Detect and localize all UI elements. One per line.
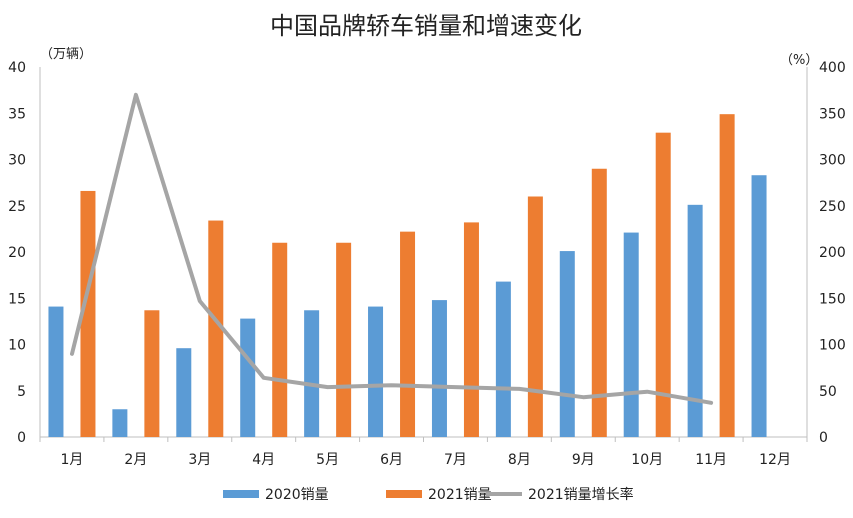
y-tick-label-right: 300 [819, 153, 846, 169]
bar-2020销量 [751, 175, 767, 437]
y-tick-label-right: 200 [819, 245, 846, 261]
y-tick-label-left: 25 [8, 199, 26, 215]
bar-2020销量 [559, 251, 575, 437]
legend-label: 2020销量 [265, 487, 329, 503]
legend-swatch-2021销量 [386, 490, 422, 498]
chart-title: 中国品牌轿车销量和增速变化 [270, 12, 582, 40]
bar-2021销量 [719, 114, 735, 438]
bar-2020销量 [368, 306, 384, 437]
x-tick-label: 2月 [124, 452, 147, 468]
bar-2020销量 [176, 348, 192, 437]
legend-swatch-2020销量 [223, 490, 259, 498]
x-tick-label: 5月 [316, 452, 339, 468]
x-tick-label: 11月 [695, 452, 727, 468]
axis-layer: 0510152025303540050100150200250300350400… [8, 60, 846, 468]
bar-2020销量 [687, 204, 703, 437]
y-tick-label-right: 350 [819, 106, 846, 122]
y-tick-label-left: 20 [8, 245, 26, 261]
bar-2021销量 [144, 310, 160, 437]
legend-label: 2021销量 [428, 487, 492, 503]
x-tick-label: 3月 [188, 452, 211, 468]
y-tick-label-left: 35 [8, 106, 26, 122]
y-tick-label-right: 0 [819, 430, 828, 446]
y-tick-label-right: 250 [819, 199, 846, 215]
line-layer [70, 92, 714, 405]
bar-2020销量 [431, 300, 447, 437]
x-tick-label: 8月 [508, 452, 531, 468]
x-tick-label: 10月 [631, 452, 663, 468]
bar-2021销量 [655, 132, 671, 438]
bar-2020销量 [623, 232, 639, 437]
bar-2020销量 [48, 306, 64, 437]
bar-2021销量 [336, 242, 352, 437]
bar-2021销量 [463, 222, 479, 437]
y-tick-label-right: 50 [819, 384, 837, 400]
right-axis-unit-label: （%） [780, 53, 818, 68]
legend-label: 2021销量增长率 [528, 486, 634, 503]
y-tick-label-left: 5 [17, 384, 26, 400]
x-tick-label: 12月 [759, 452, 791, 468]
bar-2021销量 [527, 196, 543, 437]
y-tick-label-left: 0 [17, 430, 26, 446]
bar-2020销量 [495, 281, 511, 437]
left-axis-unit-label: （万辆） [40, 47, 92, 62]
legend: 2020销量 2021销量 2021销量增长率 [223, 486, 634, 503]
line-2021销量增长率 [70, 92, 714, 405]
y-tick-label-right: 150 [819, 291, 846, 307]
x-tick-label: 9月 [572, 452, 595, 468]
y-tick-label-right: 100 [819, 338, 846, 354]
bar-2021销量 [208, 220, 224, 437]
x-tick-label: 7月 [444, 452, 467, 468]
bar-2021销量 [272, 242, 288, 437]
bar-2020销量 [112, 409, 128, 437]
x-tick-label: 4月 [252, 452, 275, 468]
y-tick-label-left: 30 [8, 153, 26, 169]
y-tick-label-left: 40 [8, 60, 26, 76]
x-tick-label: 1月 [60, 452, 83, 468]
y-tick-label-left: 15 [8, 291, 26, 307]
bar-2021销量 [80, 190, 96, 437]
bar-2020销量 [240, 318, 256, 437]
bar-2020销量 [304, 310, 320, 437]
bar-2021销量 [400, 231, 416, 437]
y-tick-label-right: 400 [819, 60, 846, 76]
bar-2021销量 [591, 168, 607, 437]
y-tick-label-left: 10 [8, 338, 26, 354]
x-tick-label: 6月 [380, 452, 403, 468]
